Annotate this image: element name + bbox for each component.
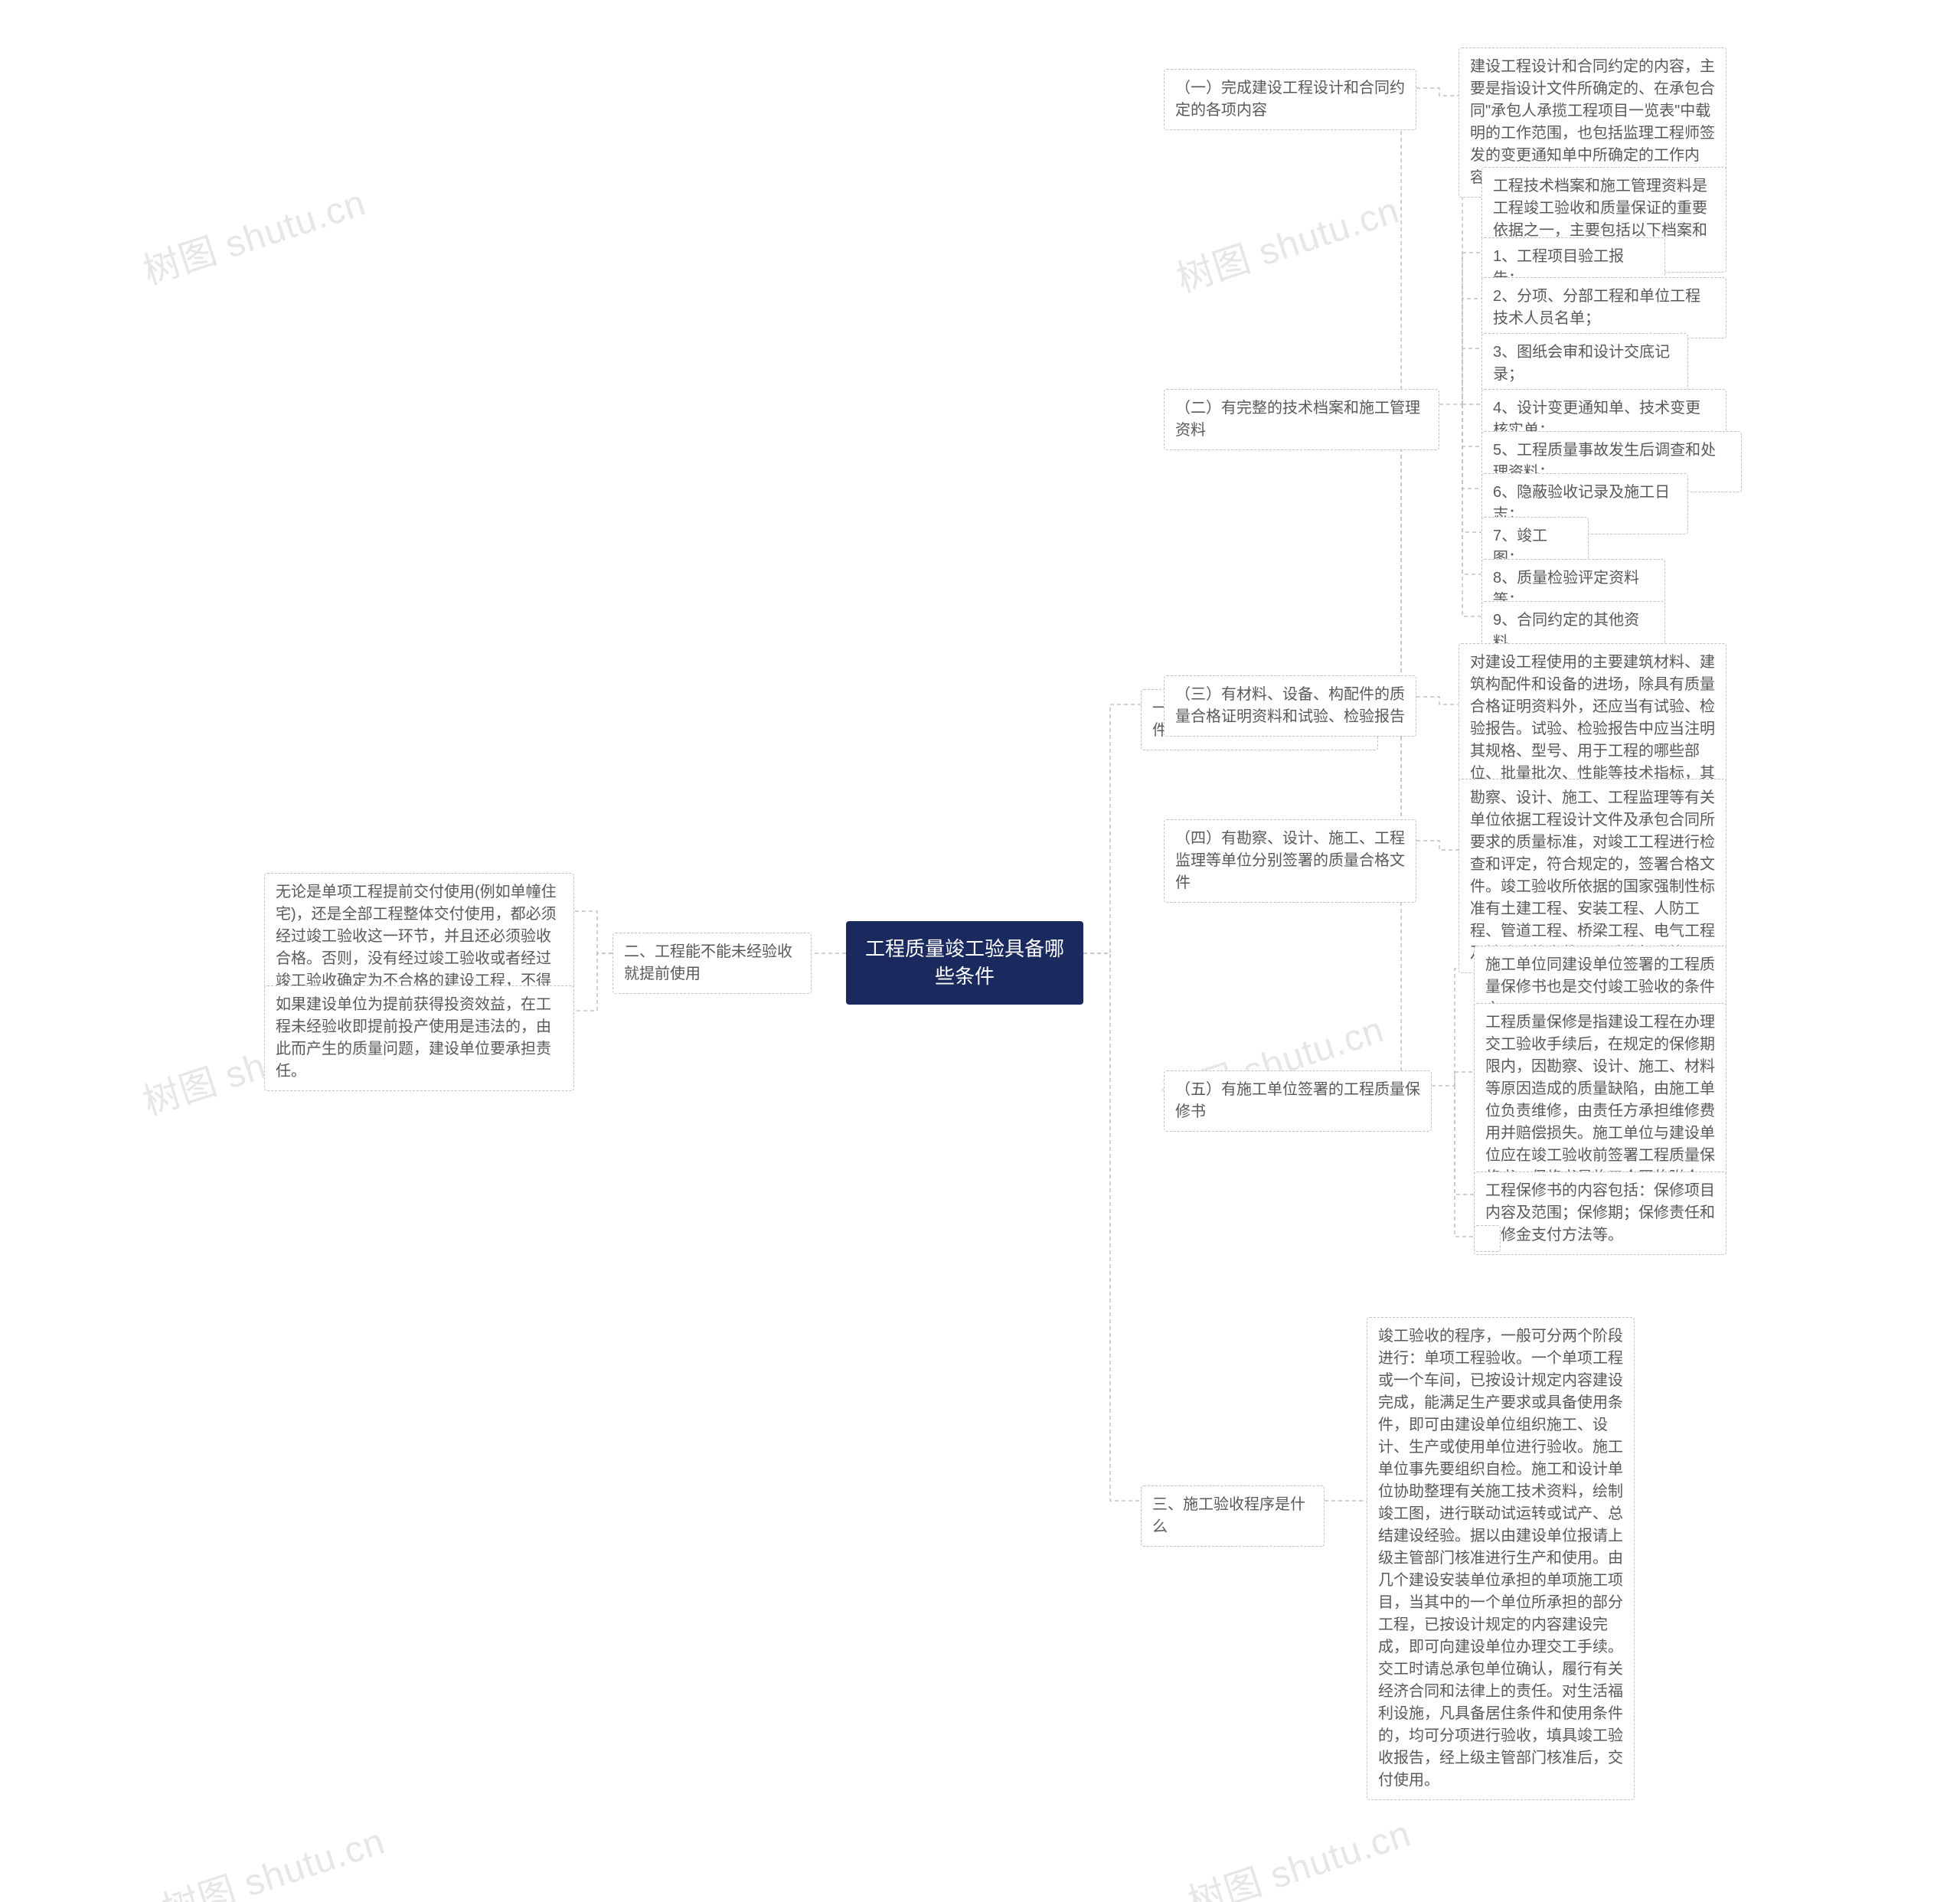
node-label: 二、工程能不能未经验收就提前使用	[624, 943, 792, 982]
mindmap-canvas: 树图 shutu.cn 树图 shutu.cn 树图 shutu.cn 树图 shut…	[0, 0, 1960, 1902]
r1-sec4-leaf-0[interactable]: 勘察、设计、施工、工程监理等有关单位依据工程设计文件及承包合同所要求的质量标准，…	[1459, 779, 1726, 973]
watermark-text: 树图 shutu.cn	[136, 172, 372, 295]
node-label: 工程保修书的内容包括：保修项目内容及范围；保修期；保修责任和保修金支付方法等。	[1485, 1182, 1715, 1243]
r3-leaf[interactable]: 竣工验收的程序，一般可分两个阶段进行：单项工程验收。一个单项工程或一个车间，已按…	[1367, 1317, 1635, 1800]
node-label: （四）有勘察、设计、施工、工程监理等单位分别签署的质量合格文件	[1175, 830, 1405, 891]
r1-sec5-leaf-3[interactable]	[1474, 1225, 1501, 1252]
node-label: （一）完成建设工程设计和合同约定的各项内容	[1175, 80, 1405, 119]
watermark-text: 树图 shutu.cn	[1181, 1803, 1417, 1902]
node-label: （五）有施工单位签署的工程质量保修书	[1175, 1081, 1420, 1120]
r1-sec4-label[interactable]: （四）有勘察、设计、施工、工程监理等单位分别签署的质量合格文件	[1164, 819, 1416, 903]
branch-r3-title[interactable]: 三、施工验收程序是什么	[1141, 1485, 1325, 1547]
node-label: 勘察、设计、施工、工程监理等有关单位依据工程设计文件及承包合同所要求的质量标准，…	[1470, 789, 1715, 962]
r1-sec2-leaf-3[interactable]: 3、图纸会审和设计交底记录；	[1481, 333, 1688, 394]
node-label: 竣工验收的程序，一般可分两个阶段进行：单项工程验收。一个单项工程或一个车间，已按…	[1378, 1328, 1623, 1789]
node-label: 3、图纸会审和设计交底记录；	[1493, 344, 1670, 383]
r1-sec3-label[interactable]: （三）有材料、设备、构配件的质量合格证明资料和试验、检验报告	[1164, 675, 1416, 737]
node-label: （二）有完整的技术档案和施工管理资料	[1175, 400, 1420, 439]
r1-sec5-label[interactable]: （五）有施工单位签署的工程质量保修书	[1164, 1070, 1432, 1132]
node-label: （三）有材料、设备、构配件的质量合格证明资料和试验、检验报告	[1175, 686, 1405, 725]
r1-sec5-leaf-2[interactable]: 工程保修书的内容包括：保修项目内容及范围；保修期；保修责任和保修金支付方法等。	[1474, 1172, 1726, 1255]
root-node[interactable]: 工程质量竣工验具备哪些条件	[846, 921, 1083, 1005]
root-label: 工程质量竣工验具备哪些条件	[865, 937, 1064, 988]
left-leaf-1[interactable]: 如果建设单位为提前获得投资效益，在工程未经验收即提前投产使用是违法的，由此而产生…	[264, 985, 574, 1091]
node-label: 2、分项、分部工程和单位工程技术人员名单；	[1493, 288, 1700, 327]
node-label: 三、施工验收程序是什么	[1152, 1496, 1305, 1535]
branch-left-title[interactable]: 二、工程能不能未经验收就提前使用	[612, 933, 812, 994]
r1-sec2-label[interactable]: （二）有完整的技术档案和施工管理资料	[1164, 389, 1439, 450]
r1-sec2-leaf-2[interactable]: 2、分项、分部工程和单位工程技术人员名单；	[1481, 277, 1726, 338]
node-label: 如果建设单位为提前获得投资效益，在工程未经验收即提前投产使用是违法的，由此而产生…	[276, 996, 551, 1080]
watermark-text: 树图 shutu.cn	[155, 1811, 391, 1902]
watermark-text: 树图 shutu.cn	[1169, 180, 1406, 302]
r1-sec1-label[interactable]: （一）完成建设工程设计和合同约定的各项内容	[1164, 69, 1416, 130]
